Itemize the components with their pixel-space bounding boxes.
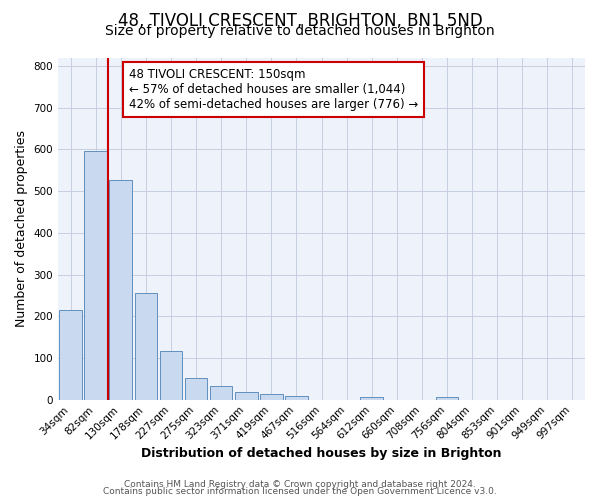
Text: Contains public sector information licensed under the Open Government Licence v3: Contains public sector information licen… — [103, 487, 497, 496]
Bar — [134, 294, 157, 400]
Bar — [109, 180, 132, 400]
Bar — [185, 378, 208, 400]
Bar — [285, 396, 308, 400]
Bar — [59, 310, 82, 400]
Bar — [85, 150, 107, 400]
Text: 48 TIVOLI CRESCENT: 150sqm
← 57% of detached houses are smaller (1,044)
42% of s: 48 TIVOLI CRESCENT: 150sqm ← 57% of deta… — [129, 68, 418, 111]
Text: 48, TIVOLI CRESCENT, BRIGHTON, BN1 5ND: 48, TIVOLI CRESCENT, BRIGHTON, BN1 5ND — [118, 12, 482, 30]
Bar — [160, 351, 182, 400]
Y-axis label: Number of detached properties: Number of detached properties — [15, 130, 28, 327]
Bar — [260, 394, 283, 400]
Text: Contains HM Land Registry data © Crown copyright and database right 2024.: Contains HM Land Registry data © Crown c… — [124, 480, 476, 489]
Bar — [361, 397, 383, 400]
Text: Size of property relative to detached houses in Brighton: Size of property relative to detached ho… — [105, 24, 495, 38]
X-axis label: Distribution of detached houses by size in Brighton: Distribution of detached houses by size … — [141, 447, 502, 460]
Bar — [210, 386, 232, 400]
Bar — [235, 392, 257, 400]
Bar — [436, 397, 458, 400]
